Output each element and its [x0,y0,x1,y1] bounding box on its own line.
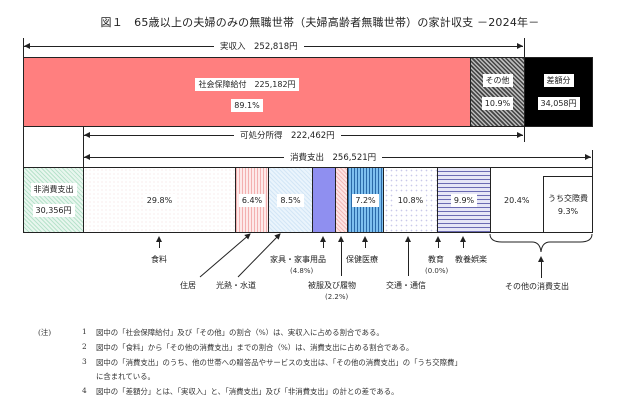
callout-line-culture [463,240,464,248]
note-num: 4 [82,386,87,395]
arrow-left-icon [84,154,90,160]
difference-amount: 34,058円 [537,97,580,110]
callout-line-transport [408,240,409,276]
label-transport: 交通・通信 [386,281,426,290]
segment-health: 7.2% [347,167,384,233]
arrow-up-icon [362,236,368,242]
label-culture: 教養娯楽 [455,255,487,264]
brace-icon [489,233,593,253]
arrow-up-icon [460,236,466,242]
diagonal-arrows [199,233,281,278]
arrow-left-icon [84,132,90,138]
label-clothing: 被服及び履物 [308,281,356,290]
callout-line-other-expenditure [541,260,542,278]
note-text: 図中の「社会保障給付」及び「その他」の割合（%）は、実収入に占める割合である。 [96,328,384,337]
label-furniture: 家具・家事用品 [270,255,326,264]
label-housing: 住居 [180,281,196,290]
disposable-right-tick [524,127,525,142]
arrow-up-icon [156,236,162,242]
note-num: 3 [82,357,87,366]
arrow-up-icon [435,236,441,242]
consumption-dim-label: 消費支出 256,521円 [284,151,383,163]
notes-label: (注) [38,328,52,337]
culture-pct: 9.9% [450,193,478,207]
non-consumption-label: 非消費支出 [30,183,77,196]
difference-label: 差額分 [543,74,574,87]
social-security-label: 社会保障給付 225,182円 [195,78,299,91]
arrow-right-icon [517,132,523,138]
note-text: に含まれている。 [96,372,155,381]
label-education: 教育 [428,255,444,264]
arrow-right-icon [517,43,523,49]
segment-furniture [312,167,336,233]
segment-housing: 6.4% [235,167,269,233]
food-pct: 29.8% [143,193,176,207]
consumption-right-tick [592,150,593,168]
disposable-dim-label: 可処分所得 222,462円 [234,129,341,141]
segment-utilities: 8.5% [268,167,313,233]
label-furniture-pct: (4.8%) [290,267,314,275]
other-income-pct: 10.9% [481,97,514,110]
label-other-expenditure: その他の消費支出 [505,282,569,291]
segment-transport: 10.8% [383,167,438,233]
note-text: 図中の「差額分」とは、「実収入」と、「消費支出」及び「非消費支出」の計との差であ… [96,387,399,396]
arrow-up-icon [320,236,326,242]
segment-difference: 差額分 34,058円 [524,57,593,127]
non-consumption-amount: 30,356円 [32,204,75,217]
social-security-pct: 89.1% [231,99,263,112]
note-num: 1 [82,327,87,336]
arrow-left-icon [24,43,30,49]
other-income-label: その他 [482,74,513,87]
label-utilities: 光熱・水道 [216,281,256,290]
left-guide-line [23,38,24,233]
segment-social-expenses: うち交際費 9.3% [543,176,593,233]
income-dim-tick [524,38,525,58]
label-education-pct: (0.0%) [425,267,449,275]
callout-line-education [438,240,439,248]
segment-social-security: 社会保障給付 225,182円 89.1% [23,57,471,127]
label-food: 食料 [151,255,167,264]
utilities-pct: 8.5% [277,193,304,207]
callout-line-furniture [323,240,324,248]
callout-line-food [159,240,160,248]
arrow-up-icon [538,256,544,262]
other-expenditure-pct: 20.4% [501,193,533,207]
social-expenses-label: うち交際費 [545,191,591,205]
arrow-up-icon [405,236,411,242]
segment-other-income: その他 10.9% [470,57,525,127]
segment-food: 29.8% [83,167,236,233]
chart-title: 図１ 65歳以上の夫婦のみの無職世帯（夫婦高齢者無職世帯）の家計収支 －2024… [100,16,540,29]
health-pct: 7.2% [352,193,379,207]
label-clothing-pct: (2.2%) [325,293,349,301]
arrow-right-icon [585,154,591,160]
housing-pct: 6.4% [238,193,266,207]
callout-line-clothing [341,240,342,276]
label-health: 保健医療 [346,255,378,264]
callout-line-health [365,240,366,248]
segment-non-consumption: 非消費支出 30,356円 [23,167,84,233]
arrow-up-icon [338,236,344,242]
social-expenses-pct: 9.3% [554,204,582,218]
note-num: 2 [82,342,87,351]
income-dim-label: 実収入 252,818円 [214,40,304,52]
segment-culture: 9.9% [437,167,491,233]
transport-pct: 10.8% [394,193,427,207]
note-text: 図中の「食料」から「その他の消費支出」までの割合（%）は、消費支出に占める割合で… [96,343,414,352]
note-text: 図中の「消費支出」のうち、他の世帯への贈答品やサービスの支出は、「その他の消費支… [96,358,462,367]
